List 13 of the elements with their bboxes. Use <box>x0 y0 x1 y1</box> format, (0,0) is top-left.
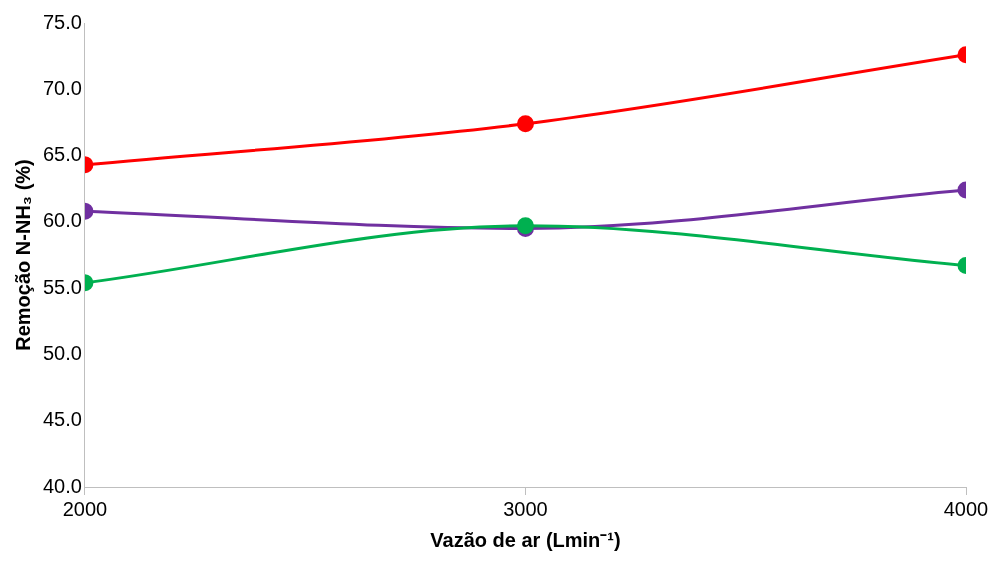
y-tick-label: 65.0 <box>42 143 82 166</box>
y-tick-label: 75.0 <box>42 10 82 33</box>
x-axis-title: Vazão de ar (Lmin⁻¹) <box>430 528 621 551</box>
y-tick-label: 50.0 <box>42 341 82 364</box>
y-tick-label: 40.0 <box>42 474 82 497</box>
y-tick-label: 45.0 <box>42 408 82 431</box>
y-tick-label: 60.0 <box>42 209 82 232</box>
x-tick-label: 2000 <box>62 497 108 520</box>
y-tick-label: 55.0 <box>42 275 82 298</box>
x-tick-label: 4000 <box>943 497 989 520</box>
x-tick-label: 3000 <box>503 497 548 520</box>
y-axis-title: Remoção N-NH₃ (%) <box>11 159 34 351</box>
y-tick-label: 70.0 <box>42 76 82 99</box>
